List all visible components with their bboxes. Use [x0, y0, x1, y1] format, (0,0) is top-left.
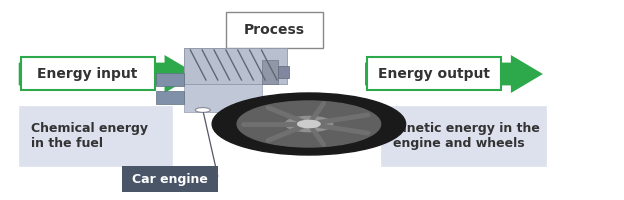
FancyBboxPatch shape — [156, 73, 184, 86]
Circle shape — [298, 120, 320, 128]
FancyBboxPatch shape — [262, 60, 278, 84]
FancyBboxPatch shape — [19, 106, 172, 166]
Text: Car engine: Car engine — [132, 172, 208, 186]
FancyBboxPatch shape — [226, 12, 323, 48]
Text: Process: Process — [244, 23, 305, 37]
Text: Energy input: Energy input — [37, 67, 138, 81]
Circle shape — [212, 93, 406, 155]
FancyBboxPatch shape — [156, 91, 184, 104]
FancyBboxPatch shape — [184, 48, 262, 112]
Text: Chemical energy
in the fuel: Chemical energy in the fuel — [31, 122, 148, 150]
Text: Kinetic energy in the
engine and wheels: Kinetic energy in the engine and wheels — [393, 122, 540, 150]
Circle shape — [237, 101, 381, 147]
Polygon shape — [365, 55, 543, 93]
Circle shape — [195, 108, 210, 112]
Polygon shape — [19, 55, 197, 93]
FancyBboxPatch shape — [122, 166, 218, 192]
FancyBboxPatch shape — [184, 48, 287, 84]
FancyBboxPatch shape — [278, 66, 289, 78]
FancyBboxPatch shape — [381, 106, 546, 166]
FancyBboxPatch shape — [367, 57, 501, 90]
Circle shape — [285, 116, 333, 132]
FancyBboxPatch shape — [21, 57, 155, 90]
Text: Energy output: Energy output — [378, 67, 490, 81]
